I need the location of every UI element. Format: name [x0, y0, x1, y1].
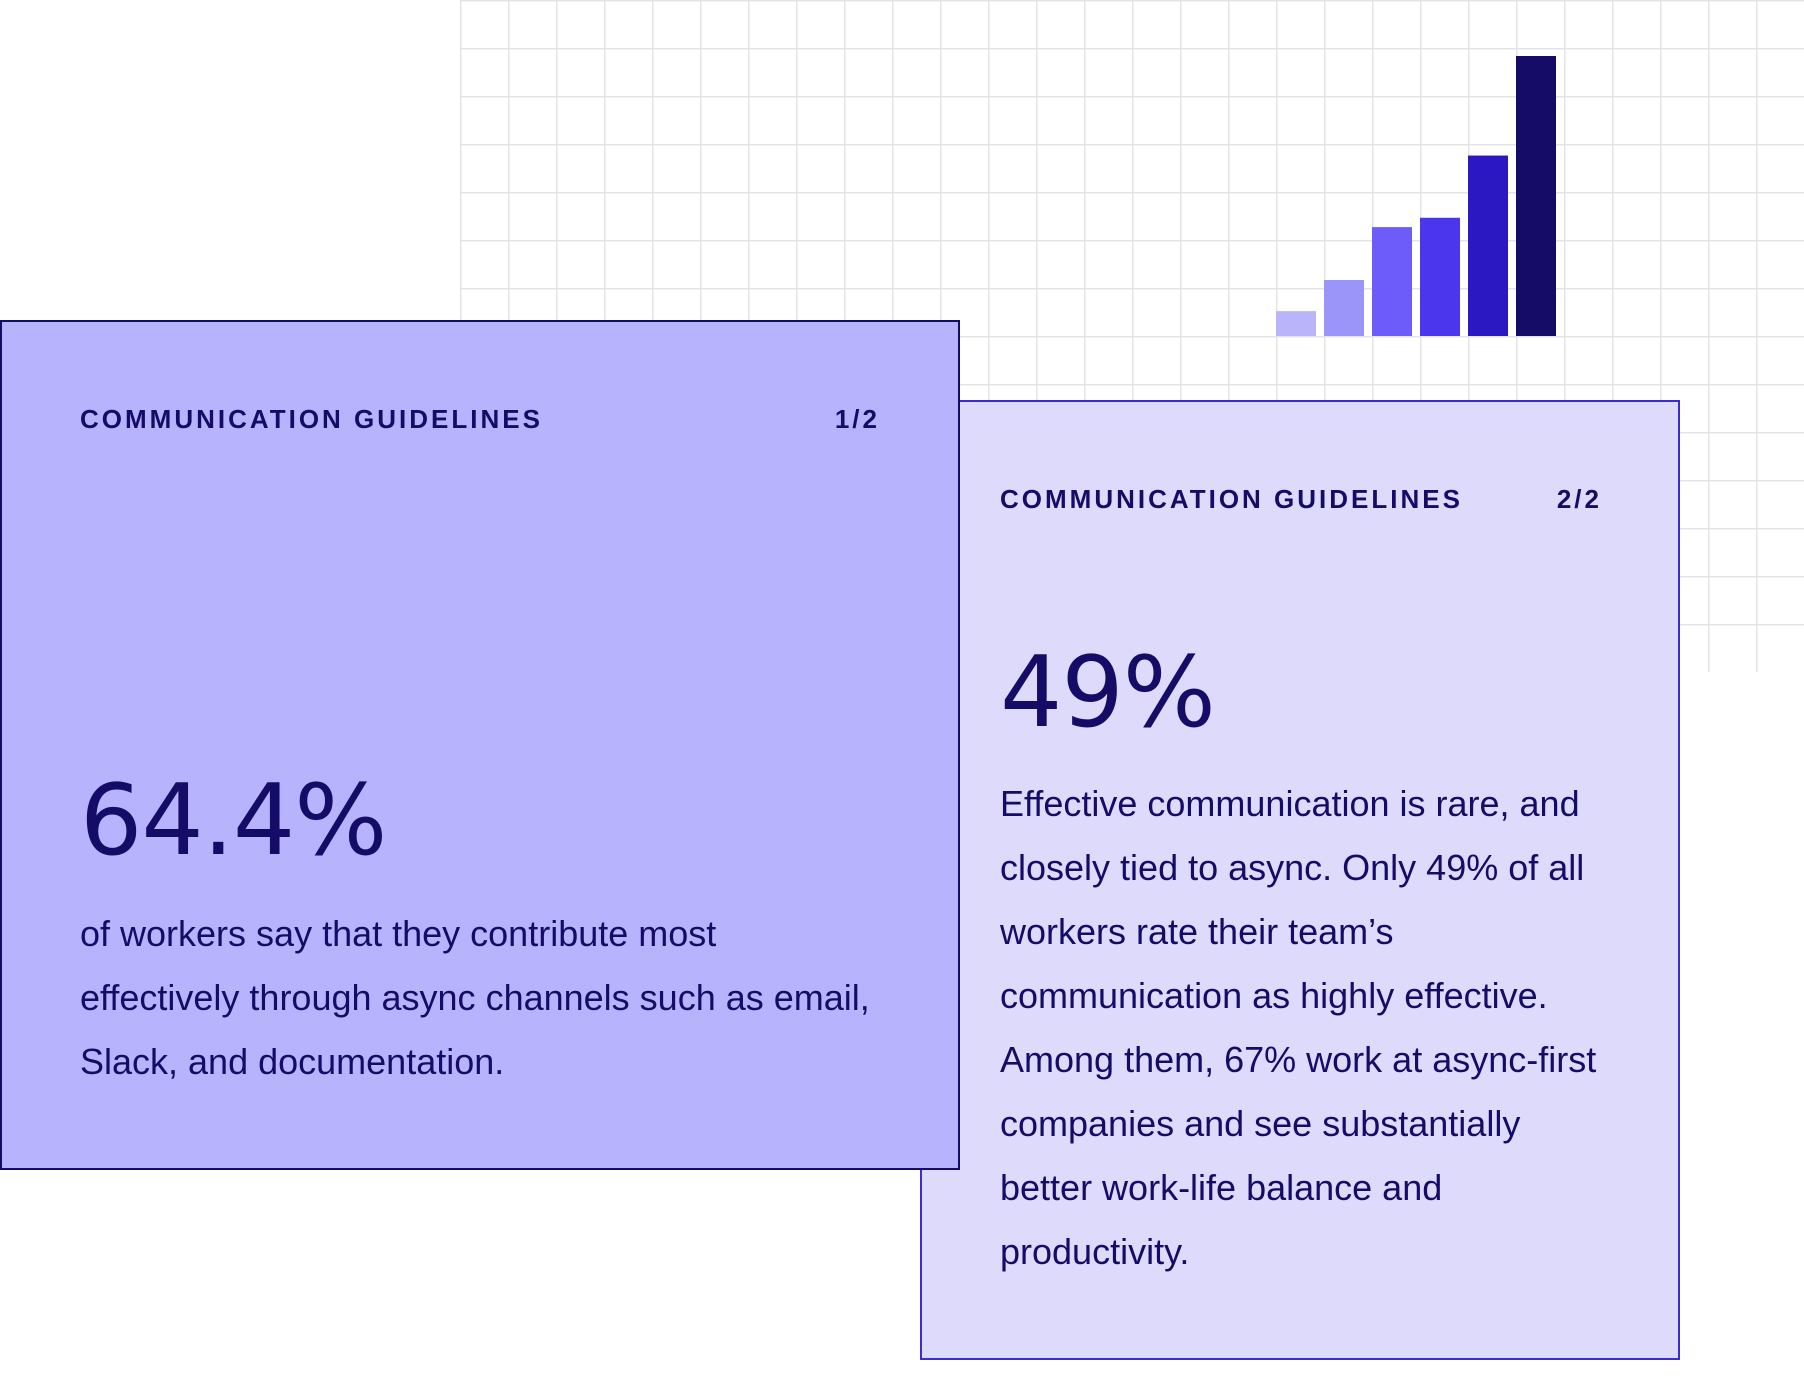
stat-card-1: COMMUNICATION GUIDELINES 1/2 64.4% of wo…	[0, 320, 960, 1170]
chart-bar	[1516, 56, 1556, 336]
stat-value: 49%	[1000, 636, 1216, 750]
chart-bar	[1420, 217, 1460, 336]
card-header: COMMUNICATION GUIDELINES 2/2	[1000, 484, 1602, 515]
stat-card-2: COMMUNICATION GUIDELINES 2/2 49% Effecti…	[920, 400, 1680, 1360]
chart-bar	[1372, 227, 1412, 336]
chart-bar	[1324, 280, 1364, 336]
stat-description: of workers say that they contribute most…	[80, 913, 870, 1082]
card-page-indicator: 2/2	[1556, 484, 1602, 514]
decorative-bar-chart	[1276, 56, 1556, 336]
card-header: COMMUNICATION GUIDELINES 1/2	[80, 404, 880, 435]
chart-bar	[1276, 311, 1316, 336]
stat-description: Effective communication is rare, and clo…	[1000, 783, 1597, 1272]
card-title: COMMUNICATION GUIDELINES	[1000, 484, 1463, 514]
stat-value: 64.4%	[80, 764, 387, 878]
chart-bar	[1468, 155, 1508, 336]
card-title: COMMUNICATION GUIDELINES	[80, 404, 543, 434]
card-page-indicator: 1/2	[834, 404, 880, 434]
